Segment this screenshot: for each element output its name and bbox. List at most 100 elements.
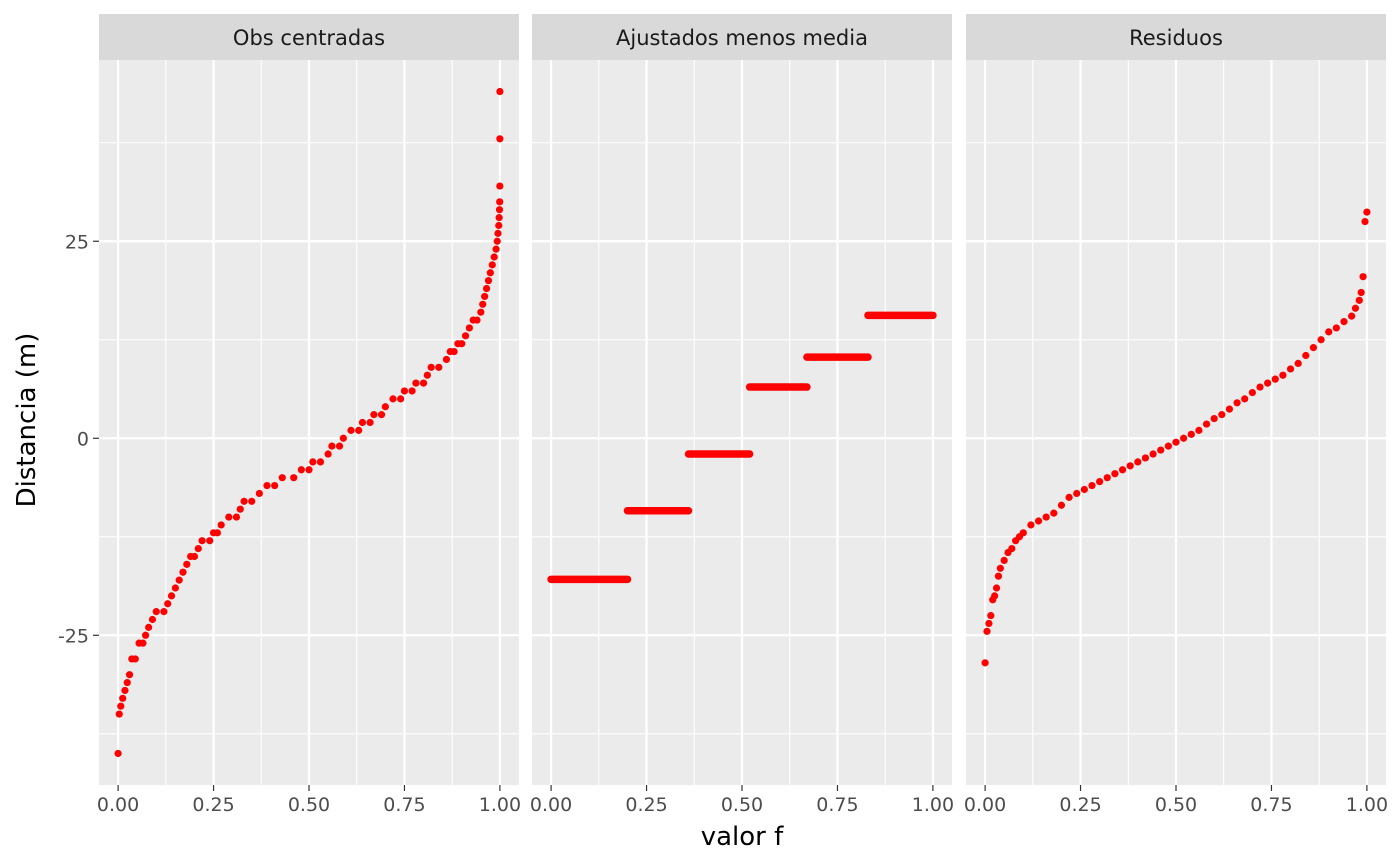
data-point: [377, 411, 386, 419]
data-point: [1340, 318, 1348, 326]
data-point: [985, 619, 993, 628]
data-point: [481, 292, 489, 301]
data-point: [370, 411, 378, 419]
data-point: [355, 426, 363, 434]
data-point: [1233, 399, 1241, 407]
data-point: [1134, 458, 1142, 466]
data-point: [1361, 217, 1369, 226]
x-tick-label: 0.00: [97, 794, 139, 816]
data-point: [1126, 462, 1134, 470]
data-point: [484, 277, 493, 285]
x-tick-label: 0.25: [1059, 794, 1101, 816]
x-tick-label: 0.00: [964, 794, 1006, 816]
data-point: [1363, 208, 1371, 216]
data-point: [400, 387, 409, 395]
strip-title: Residuos: [1129, 26, 1223, 50]
data-point: [1271, 375, 1279, 383]
x-axis-panel-2: 0.00 0.25 0.50 0.75 1.00: [530, 785, 954, 816]
data-point: [1073, 489, 1081, 498]
data-point: [465, 324, 473, 332]
y-axis-title: Distancia (m): [12, 333, 42, 508]
data-point: [450, 347, 458, 356]
data-point: [115, 710, 123, 718]
data-point: [139, 639, 147, 647]
panel-data: [547, 311, 937, 584]
y-tick-label: -25: [58, 625, 89, 647]
x-tick-label: 0.75: [816, 794, 858, 816]
x-axis-title: valor f: [701, 822, 784, 852]
strip-title: Ajustados menos media: [616, 26, 868, 50]
data-point: [496, 87, 504, 96]
data-point: [1359, 273, 1367, 281]
data-point: [1080, 485, 1088, 494]
data-point: [1210, 414, 1218, 423]
data-point: [309, 458, 317, 466]
data-point: [1057, 501, 1066, 509]
data-point: [496, 135, 504, 143]
data-point: [198, 537, 206, 545]
data-point: [442, 355, 451, 364]
data-point: [217, 521, 225, 529]
data-point: [278, 474, 286, 482]
data-point: [1096, 478, 1104, 486]
data-point: [145, 623, 153, 631]
data-point: [397, 395, 405, 403]
data-point: [492, 245, 500, 253]
data-point: [335, 442, 344, 450]
data-point: [1302, 351, 1310, 360]
data-point: [339, 434, 347, 442]
data-point: [473, 316, 481, 324]
panel-1: Obs centradas 0.00 0.25 0.50 0.75 1.00: [97, 14, 521, 816]
data-point: [297, 466, 305, 474]
data-point: [477, 308, 485, 316]
data-point: [119, 694, 127, 702]
data-point: [992, 584, 1001, 592]
data-point: [493, 237, 501, 245]
y-tick-label: 25: [65, 231, 89, 253]
data-point: [1027, 521, 1035, 529]
data-point: [495, 221, 503, 230]
data-point: [490, 253, 498, 261]
data-point: [1042, 513, 1050, 521]
data-point: [117, 702, 125, 710]
data-point: [171, 584, 179, 592]
x-tick-label: 1.00: [1346, 794, 1388, 816]
data-point: [366, 418, 374, 427]
data-point: [488, 261, 496, 269]
data-point: [389, 395, 397, 403]
data-point: [1019, 529, 1027, 537]
data-point: [213, 529, 221, 537]
x-tick-label: 0.25: [625, 794, 667, 816]
data-point: [1309, 344, 1318, 352]
data-point: [1351, 304, 1360, 312]
strip-background: [966, 14, 1386, 60]
data-point: [983, 627, 991, 635]
data-point: [494, 229, 502, 237]
x-tick-label: 0.75: [383, 794, 425, 816]
data-point: [152, 608, 160, 616]
data-point: [271, 481, 279, 490]
panel-gridlines: [532, 60, 952, 785]
data-point: [225, 513, 233, 521]
data-point: [121, 686, 129, 695]
data-point: [1325, 328, 1333, 336]
data-point: [160, 608, 168, 616]
data-point: [991, 592, 999, 600]
data-point: [427, 363, 435, 371]
data-point: [1008, 544, 1016, 553]
x-tick-label: 0.00: [530, 794, 572, 816]
data-point: [461, 332, 470, 340]
data-point: [479, 300, 487, 308]
data-point: [1118, 466, 1127, 474]
data-point: [1202, 420, 1211, 428]
data-point: [1355, 296, 1363, 304]
data-point: [486, 269, 494, 277]
data-point: [496, 182, 504, 190]
panel-data: [114, 87, 504, 758]
x-tick-label: 0.50: [1155, 794, 1197, 816]
data-point: [1279, 371, 1287, 379]
data-point: [1225, 405, 1234, 413]
data-point: [1157, 446, 1165, 454]
